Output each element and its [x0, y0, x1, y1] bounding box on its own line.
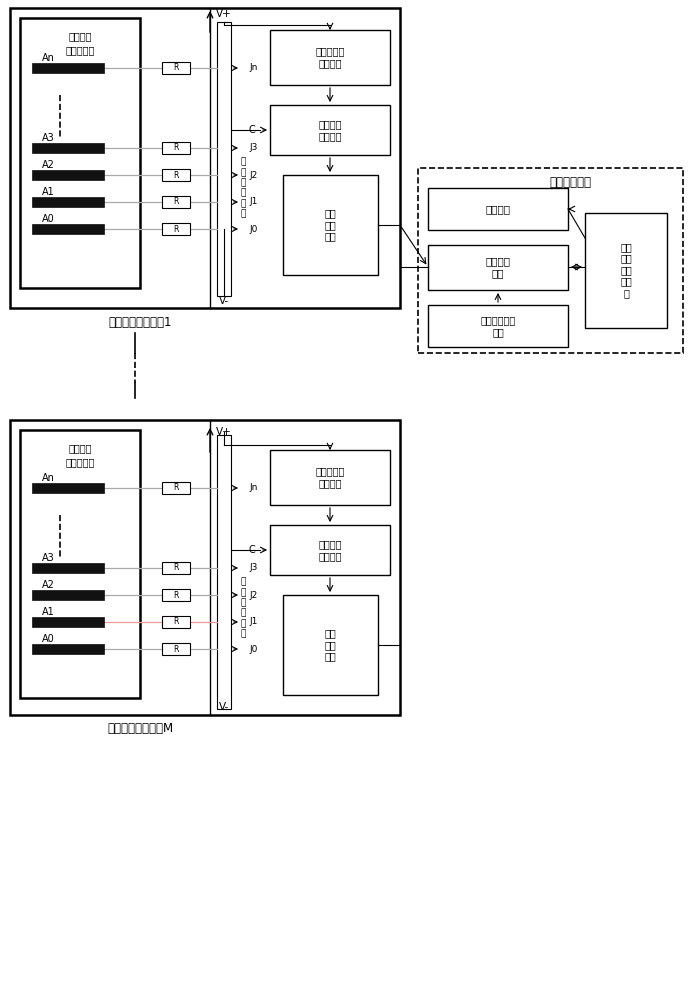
Bar [428, 305, 568, 347]
Bar [162, 643, 190, 655]
Text: 判断分析
处理单元: 判断分析 处理单元 [319, 119, 342, 141]
Text: 转换开关矩
阵控制器: 转换开关矩 阵控制器 [315, 466, 345, 488]
Text: A3: A3 [41, 553, 55, 563]
Bar [162, 223, 190, 235]
Bar [162, 482, 190, 494]
Bar [32, 197, 104, 207]
Bar [283, 595, 378, 695]
Text: J0: J0 [249, 225, 257, 233]
Text: R: R [173, 564, 179, 572]
Bar [32, 617, 104, 627]
Text: A0: A0 [41, 214, 55, 224]
Text: C: C [249, 545, 256, 555]
Bar [270, 105, 390, 155]
Bar [428, 188, 568, 230]
Bar [32, 224, 104, 234]
Text: A1: A1 [41, 607, 55, 617]
Bar [162, 196, 190, 208]
Text: 时钟同步控制
模块: 时钟同步控制 模块 [480, 315, 515, 337]
Bar [162, 169, 190, 181]
Bar [217, 22, 231, 296]
Text: J1: J1 [249, 198, 257, 207]
Text: 积水高度: 积水高度 [68, 443, 92, 453]
Bar [162, 616, 190, 628]
Bar [32, 644, 104, 654]
Text: 终端
设备
信息
数据
库: 终端 设备 信息 数据 库 [620, 242, 632, 298]
Text: R: R [173, 484, 179, 492]
Text: A1: A1 [41, 187, 55, 197]
Text: Jn: Jn [249, 64, 257, 73]
Bar [418, 168, 683, 353]
Bar [32, 170, 104, 180]
Text: A2: A2 [41, 160, 55, 170]
Text: R: R [173, 645, 179, 654]
Text: 积水检测终端设备1: 积水检测终端设备1 [108, 316, 172, 328]
Bar [162, 562, 190, 574]
Text: R: R [173, 64, 179, 73]
Text: 积水检测终端设备M: 积水检测终端设备M [107, 722, 173, 736]
Bar [428, 245, 568, 290]
Text: V-: V- [219, 702, 229, 712]
Bar [270, 30, 390, 85]
Text: J3: J3 [249, 564, 257, 572]
Text: 中心处理单元: 中心处理单元 [549, 176, 591, 188]
Text: Jn: Jn [249, 484, 257, 492]
Bar [32, 563, 104, 573]
Text: J3: J3 [249, 143, 257, 152]
Bar [270, 525, 390, 575]
Text: J0: J0 [249, 645, 257, 654]
Bar [283, 175, 378, 275]
Text: 数据
输出
单元: 数据 输出 单元 [324, 208, 336, 242]
Text: V+: V+ [216, 427, 232, 437]
Text: 转
换
开
关
矩
阵: 转 换 开 关 矩 阵 [240, 578, 246, 639]
Text: R: R [173, 590, 179, 599]
Text: 显示模块: 显示模块 [486, 204, 511, 214]
Bar [32, 143, 104, 153]
Text: A3: A3 [41, 133, 55, 143]
Text: 判断分析
处理单元: 判断分析 处理单元 [319, 539, 342, 561]
Text: 数据处理
模块: 数据处理 模块 [486, 256, 511, 278]
Text: R: R [173, 617, 179, 626]
Bar [20, 430, 140, 698]
Bar [10, 8, 400, 308]
Bar [217, 435, 231, 709]
Bar [585, 213, 667, 328]
Text: 判断传感器: 判断传感器 [66, 45, 95, 55]
Text: C: C [249, 125, 256, 135]
Bar [32, 483, 104, 493]
Bar [32, 63, 104, 73]
Text: J2: J2 [249, 170, 257, 180]
Text: V+: V+ [216, 9, 232, 19]
Text: A0: A0 [41, 634, 55, 644]
Text: An: An [41, 473, 55, 483]
Bar [270, 450, 390, 505]
Text: An: An [41, 53, 55, 63]
Text: J2: J2 [249, 590, 257, 599]
Text: A2: A2 [41, 580, 55, 590]
Bar [162, 589, 190, 601]
Text: 数据
输出
单元: 数据 输出 单元 [324, 628, 336, 662]
Bar [162, 62, 190, 74]
Text: 转换开关矩
阵控制器: 转换开关矩 阵控制器 [315, 46, 345, 68]
Bar [10, 420, 400, 715]
Bar [20, 18, 140, 288]
Text: R: R [173, 225, 179, 233]
Text: R: R [173, 143, 179, 152]
Text: 积水高度: 积水高度 [68, 31, 92, 41]
Text: R: R [173, 170, 179, 180]
Text: 转
换
开
关
矩
阵: 转 换 开 关 矩 阵 [240, 157, 246, 219]
Text: R: R [173, 198, 179, 207]
Text: V-: V- [219, 296, 229, 306]
Bar [162, 142, 190, 154]
Text: 判断传感器: 判断传感器 [66, 457, 95, 467]
Bar [32, 590, 104, 600]
Text: J1: J1 [249, 617, 257, 626]
